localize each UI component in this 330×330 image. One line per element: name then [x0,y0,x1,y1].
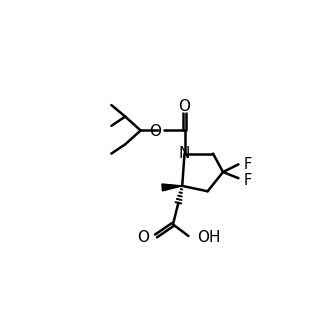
Text: OH: OH [198,230,221,245]
Text: F: F [244,173,252,188]
Text: O: O [137,230,149,245]
Text: O: O [148,124,161,140]
Text: O: O [179,99,190,114]
Text: F: F [244,157,252,172]
Polygon shape [162,184,182,191]
Text: N: N [179,146,190,161]
